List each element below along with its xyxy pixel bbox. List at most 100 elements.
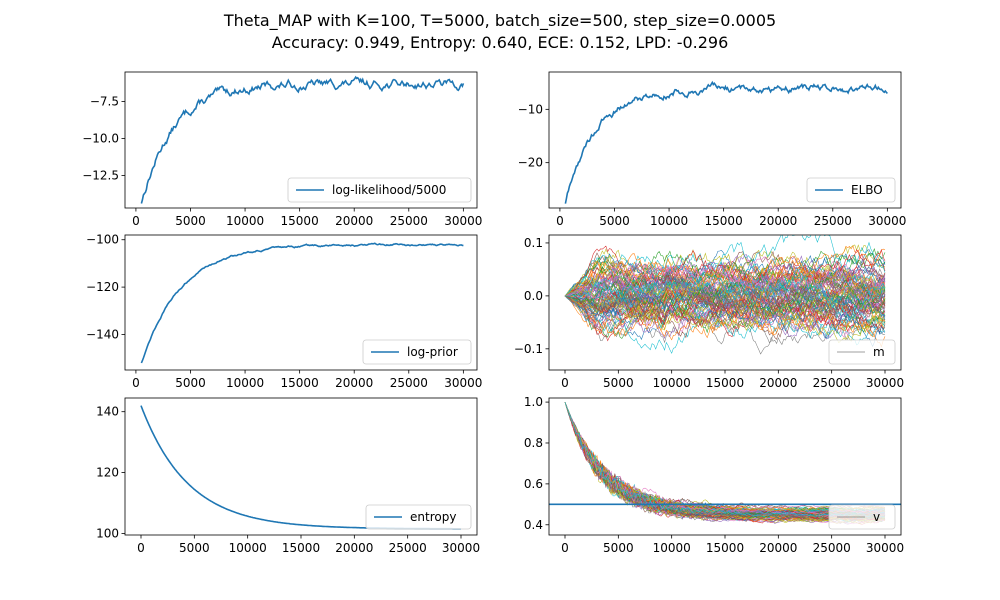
v-series-line-50	[564, 402, 886, 517]
m-series-line-92	[564, 272, 886, 315]
v-series-line-62	[564, 402, 886, 515]
v-series-line-32	[564, 402, 886, 520]
m-series-line-97	[564, 275, 886, 321]
v-series-line-12	[564, 402, 886, 521]
elbo-ytick-label: −10	[518, 102, 543, 116]
v-series-line-57	[564, 402, 886, 514]
elbo-xtick-label: 0	[556, 214, 564, 228]
entropy-legend: entropy	[365, 504, 472, 530]
elbo-xtick-label: 15000	[705, 214, 743, 228]
loglik-series-line	[140, 75, 465, 204]
v-series-line-82	[564, 402, 886, 517]
v-ytick-label: 0.8	[524, 436, 543, 450]
v-series-line-65	[564, 402, 886, 518]
v-series-line-92	[564, 402, 886, 520]
entropy-xtick-label: 20000	[335, 541, 373, 555]
v-series-line-19	[564, 401, 885, 519]
m-series-line-81	[564, 245, 886, 297]
v-series-line-43	[564, 402, 886, 517]
v-series-line-79	[564, 402, 886, 514]
v-series-line-89	[564, 402, 886, 515]
v-series-line-53	[564, 402, 886, 521]
v-series-line-30	[564, 402, 886, 517]
v-series-line-90	[564, 402, 886, 521]
v-series-line-6	[564, 402, 886, 515]
m-ytick-label: 0.1	[524, 236, 543, 250]
v-xtick-label: 30000	[866, 541, 904, 555]
v-series-line-4	[564, 402, 886, 519]
m-series-line-88	[564, 284, 886, 331]
entropy-xtick-label: 25000	[389, 541, 427, 555]
entropy-legend-label: entropy	[410, 510, 456, 524]
figure-title-line1: Theta_MAP with K=100, T=5000, batch_size…	[223, 11, 776, 31]
m-series-line-82	[564, 275, 886, 317]
entropy-xtick-label: 0	[137, 541, 145, 555]
v-series-line-41	[564, 402, 886, 519]
loglik-ytick-label: −12.5	[82, 168, 119, 182]
logprior-legend-label: log-prior	[407, 345, 458, 359]
v-series-line-52	[564, 402, 886, 515]
m-series-line-52	[564, 250, 886, 297]
v-series-line-84	[564, 402, 886, 515]
v-series-line-45	[564, 402, 886, 517]
entropy-xtick-label: 30000	[442, 541, 480, 555]
v-series-line-9	[564, 402, 886, 518]
v-series-line-55	[564, 402, 886, 516]
v-series-line-94	[564, 402, 886, 518]
m-series-line-96	[564, 263, 886, 302]
m-series-line-49	[564, 295, 886, 354]
m-series-line-89	[564, 261, 886, 304]
loglik-xtick-label: 0	[132, 214, 140, 228]
m-xtick-label: 25000	[813, 376, 851, 390]
v-series-line-46	[564, 402, 886, 519]
v-series-line-86	[564, 401, 886, 517]
v-series-line-74	[564, 401, 886, 517]
v-series-line-14	[564, 402, 886, 519]
elbo-legend: ELBO	[806, 177, 896, 203]
v-series-line-7	[564, 402, 886, 519]
loglik-ytick-label: −7.5	[90, 95, 119, 109]
logprior-xtick-label: 25000	[390, 376, 428, 390]
v-xtick-label: 5000	[603, 541, 634, 555]
v-series-line-16	[564, 401, 886, 517]
v-series-line-95	[564, 402, 886, 521]
elbo-series-line	[564, 80, 888, 204]
v-ytick-label: 0.6	[524, 477, 543, 491]
m-xtick-label: 15000	[706, 376, 744, 390]
v-series-line-97	[564, 402, 886, 519]
elbo-legend-label: ELBO	[851, 183, 883, 197]
v-series-line-69	[564, 402, 886, 514]
v-series-line-72	[564, 402, 886, 516]
m-series-line-71	[564, 295, 886, 348]
v-series-line-21	[564, 402, 886, 516]
logprior-axes-frame	[124, 234, 478, 371]
elbo-xtick-label: 25000	[814, 214, 852, 228]
loglik-xtick-label: 30000	[444, 214, 482, 228]
loglik-xtick-label: 5000	[175, 214, 206, 228]
m-series-line-77	[564, 275, 886, 318]
v-series-line-24	[564, 402, 886, 517]
loglik-xtick-label: 10000	[226, 214, 264, 228]
v-series-line-68	[564, 402, 886, 522]
v-series-line-80	[564, 401, 886, 518]
logprior-xtick-label: 0	[132, 376, 140, 390]
loglik-ytick-label: −10.0	[82, 132, 119, 146]
v-series-line-2	[564, 402, 886, 519]
m-series-line-32	[564, 294, 886, 339]
v-series-line-61	[564, 402, 886, 521]
entropy-xtick-label: 10000	[229, 541, 267, 555]
v-series-line-10	[564, 402, 886, 521]
v-ytick-label: 1.0	[524, 395, 543, 409]
v-series-line-39	[564, 402, 886, 521]
elbo-axes-frame	[548, 71, 902, 209]
v-xtick-label: 0	[561, 541, 569, 555]
elbo-ytick-label: −20	[518, 156, 543, 170]
m-xtick-label: 5000	[603, 376, 634, 390]
v-series-line-99	[564, 402, 886, 518]
elbo-xtick-label: 20000	[759, 214, 797, 228]
v-series-line-56	[564, 402, 886, 520]
subplot-entropy: 0 5000 10000 15000 20000 25000 30000 100 120 140 e…	[96, 397, 480, 555]
v-series-line-31	[564, 402, 886, 519]
logprior-ytick-label: −100	[86, 233, 119, 247]
